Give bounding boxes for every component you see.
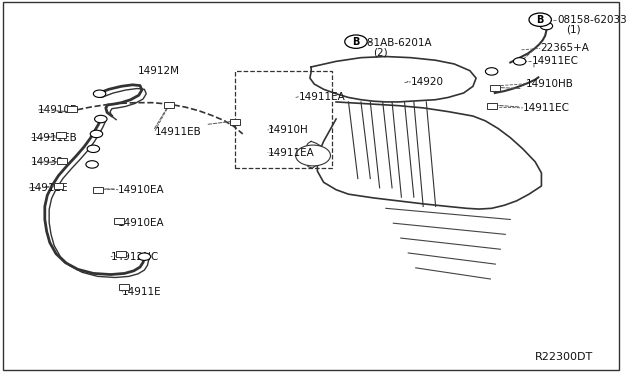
Text: 14912NC: 14912NC xyxy=(111,252,159,262)
Text: 14911EA: 14911EA xyxy=(268,148,314,157)
Text: 14910H: 14910H xyxy=(268,125,308,135)
Text: 14911EA: 14911EA xyxy=(299,92,346,102)
Bar xyxy=(490,85,500,91)
Bar xyxy=(67,106,77,112)
Circle shape xyxy=(529,13,552,26)
Text: 14911EC: 14911EC xyxy=(523,103,570,113)
Bar xyxy=(230,119,240,125)
Bar xyxy=(57,158,67,164)
Text: B: B xyxy=(536,15,544,25)
Text: B 081AB-6201A: B 081AB-6201A xyxy=(349,38,431,48)
Circle shape xyxy=(138,253,150,260)
Text: (2): (2) xyxy=(373,47,388,57)
Text: 14910E: 14910E xyxy=(37,105,77,115)
Circle shape xyxy=(87,145,100,153)
Circle shape xyxy=(93,90,106,97)
Text: 14910HB: 14910HB xyxy=(526,79,573,89)
Circle shape xyxy=(90,130,102,138)
Text: 14911E: 14911E xyxy=(122,287,162,297)
Circle shape xyxy=(345,35,367,48)
Text: R22300DT: R22300DT xyxy=(535,352,593,362)
Text: 14910EA: 14910EA xyxy=(118,218,165,228)
Text: 14912M: 14912M xyxy=(138,66,180,76)
Bar xyxy=(93,187,103,193)
Circle shape xyxy=(86,161,99,168)
Bar xyxy=(116,251,126,257)
Circle shape xyxy=(296,145,330,166)
Circle shape xyxy=(513,58,526,65)
Circle shape xyxy=(485,68,498,75)
Text: 14939: 14939 xyxy=(31,157,64,167)
Bar xyxy=(120,284,129,290)
Text: 14911EB: 14911EB xyxy=(31,133,78,142)
Text: 08158-62033: 08158-62033 xyxy=(557,16,627,25)
Circle shape xyxy=(95,115,107,123)
Text: 14911E: 14911E xyxy=(29,183,68,193)
Text: (1): (1) xyxy=(566,25,581,35)
Text: 14911EB: 14911EB xyxy=(154,127,201,137)
Circle shape xyxy=(540,22,552,30)
Text: B: B xyxy=(352,37,360,46)
Text: 14911EC: 14911EC xyxy=(532,57,579,66)
Bar xyxy=(486,103,497,109)
Bar xyxy=(164,102,174,108)
Bar xyxy=(54,183,63,189)
Text: 14920: 14920 xyxy=(411,77,444,87)
Bar xyxy=(114,218,124,224)
Text: 14910EA: 14910EA xyxy=(118,185,165,195)
Text: 22365+A: 22365+A xyxy=(540,44,589,53)
Bar xyxy=(56,132,66,138)
